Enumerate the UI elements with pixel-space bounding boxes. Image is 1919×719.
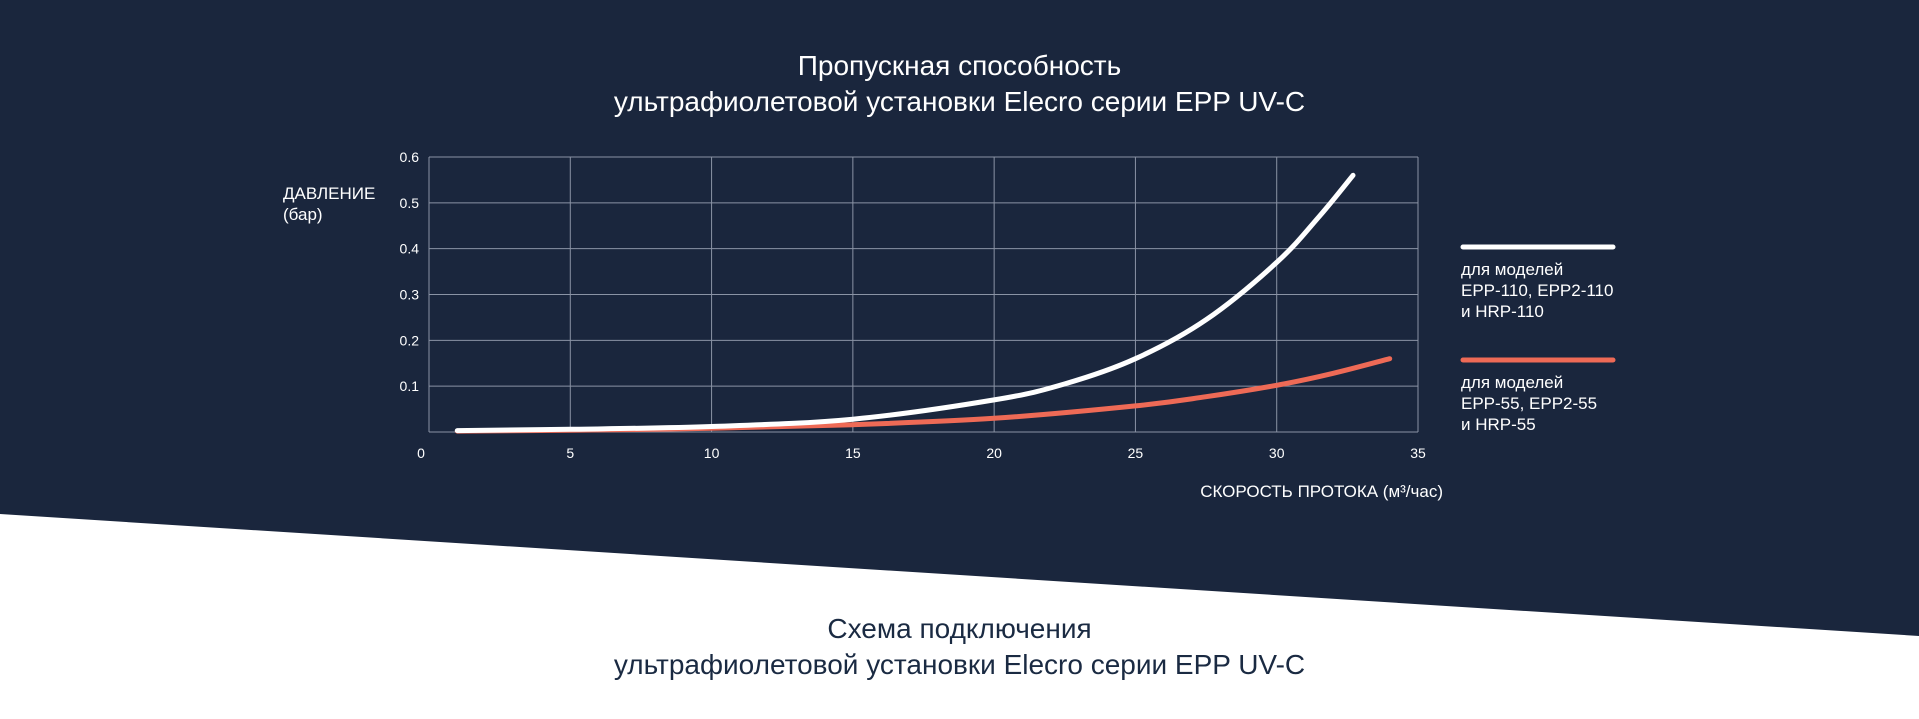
x-tick-label: 30 bbox=[1269, 445, 1285, 461]
x-tick-label: 5 bbox=[566, 445, 574, 461]
legend-label-epp55: EPP-55, EPP2-55 bbox=[1461, 394, 1597, 413]
legend-label-epp110: для моделей bbox=[1461, 260, 1563, 279]
y-axis-ticks: 0.1 0.2 0.3 0.4 0.5 0.6 bbox=[400, 149, 420, 394]
chart-series bbox=[454, 172, 1393, 434]
chart-grid bbox=[428, 156, 1419, 433]
y-tick-label: 0.6 bbox=[400, 149, 420, 165]
y-axis-unit: (бар) bbox=[283, 205, 323, 224]
x-axis-label: СКОРОСТЬ ПРОТОКА (м³/час) bbox=[1200, 482, 1443, 501]
y-tick-label: 0.4 bbox=[400, 241, 420, 257]
y-tick-label: 0.3 bbox=[400, 287, 420, 303]
legend-label-epp110: и HRP-110 bbox=[1461, 302, 1544, 321]
legend-label-epp110: EPP-110, EPP2-110 bbox=[1461, 281, 1613, 300]
section-title-line-2: ультрафиолетовой установки Elecro серии … bbox=[613, 649, 1306, 680]
series-line-epp110 bbox=[454, 172, 1356, 434]
series-line-epp55 bbox=[454, 356, 1393, 434]
x-tick-label: 0 bbox=[417, 445, 425, 461]
chart-title-line-2: ультрафиолетовой установки Elecro серии … bbox=[613, 86, 1306, 117]
pressure-flow-chart: 0.1 0.2 0.3 0.4 0.5 0.6 0 5 10 15 20 25 30 35 ДАВЛЕН… bbox=[283, 149, 1616, 501]
x-tick-label: 35 bbox=[1410, 445, 1426, 461]
chart-title-line-1: Пропускная способность bbox=[797, 50, 1122, 81]
section-title-line-1: Схема подключения bbox=[827, 613, 1092, 644]
x-tick-label: 20 bbox=[986, 445, 1002, 461]
x-tick-label: 25 bbox=[1128, 445, 1144, 461]
y-axis-label: ДАВЛЕНИЕ bbox=[283, 184, 375, 203]
chart-title: Пропускная способность ультрафиолетовой … bbox=[0, 48, 1919, 120]
y-tick-label: 0.2 bbox=[400, 332, 420, 348]
section-title: Схема подключения ультрафиолетовой устан… bbox=[0, 611, 1919, 683]
y-tick-label: 0.1 bbox=[400, 378, 420, 394]
y-tick-label: 0.5 bbox=[400, 195, 420, 211]
x-tick-label: 10 bbox=[704, 445, 720, 461]
x-tick-label: 15 bbox=[845, 445, 861, 461]
legend-label-epp55: для моделей bbox=[1461, 373, 1563, 392]
legend-label-epp55: и HRP-55 bbox=[1461, 415, 1536, 434]
x-axis-ticks: 0 5 10 15 20 25 30 35 bbox=[417, 445, 1426, 461]
chart-legend: для моделей EPP-110, EPP2-110 и HRP-110 для… bbox=[1460, 244, 1616, 434]
dark-background-band bbox=[0, 0, 1919, 636]
